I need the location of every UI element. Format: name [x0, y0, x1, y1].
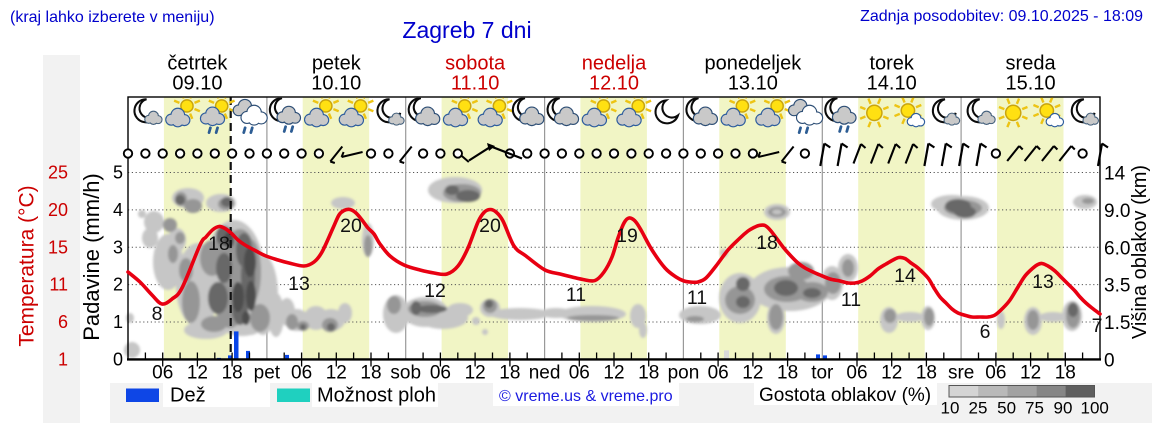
svg-text:13.10: 13.10	[728, 73, 778, 95]
svg-text:sreda: sreda	[1006, 53, 1057, 75]
svg-text:25: 25	[969, 399, 988, 418]
svg-text:20: 20	[48, 200, 68, 220]
svg-text:50: 50	[997, 399, 1016, 418]
svg-text:5: 5	[113, 163, 123, 183]
svg-text:18: 18	[208, 233, 230, 255]
svg-text:90: 90	[1054, 399, 1073, 418]
svg-text:(kraj lahko izberete v meniju): (kraj lahko izberete v meniju)	[10, 9, 215, 26]
svg-text:10.10: 10.10	[311, 73, 361, 95]
svg-text:06: 06	[430, 363, 451, 384]
svg-text:0: 0	[113, 349, 123, 369]
svg-text:75: 75	[1025, 399, 1044, 418]
svg-text:Dež: Dež	[170, 385, 206, 407]
svg-text:Zagreb 7 dni: Zagreb 7 dni	[402, 17, 531, 43]
svg-text:0: 0	[1104, 350, 1115, 371]
svg-text:20: 20	[479, 215, 501, 237]
svg-text:1: 1	[58, 349, 68, 369]
svg-text:sobota: sobota	[445, 53, 506, 75]
svg-text:petek: petek	[312, 53, 362, 75]
svg-text:Možnost ploh: Možnost ploh	[317, 385, 436, 407]
svg-text:12: 12	[603, 363, 624, 384]
svg-text:12: 12	[424, 280, 446, 302]
svg-text:12.10: 12.10	[589, 73, 639, 95]
svg-text:11: 11	[841, 289, 861, 311]
svg-text:11: 11	[49, 275, 68, 295]
svg-text:Padavine (mm/h): Padavine (mm/h)	[79, 173, 104, 341]
svg-text:15: 15	[48, 237, 68, 257]
svg-text:06: 06	[291, 363, 312, 384]
svg-text:ponedeljek: ponedeljek	[704, 53, 802, 75]
svg-text:9.0: 9.0	[1104, 201, 1130, 222]
svg-text:18: 18	[499, 363, 520, 384]
svg-text:2: 2	[113, 275, 123, 295]
svg-text:6: 6	[58, 312, 68, 332]
svg-text:25: 25	[48, 163, 68, 183]
svg-text:ned: ned	[529, 363, 561, 384]
svg-text:20: 20	[340, 215, 362, 237]
svg-text:pon: pon	[668, 363, 700, 384]
svg-text:06: 06	[152, 363, 173, 384]
svg-text:pet: pet	[254, 363, 281, 384]
svg-text:12: 12	[326, 363, 347, 384]
svg-text:7: 7	[1092, 315, 1103, 337]
svg-text:18: 18	[916, 363, 937, 384]
svg-text:Zadnja posodobitev: 09.10.2025: Zadnja posodobitev: 09.10.2025 - 18:09	[860, 8, 1143, 25]
svg-text:12: 12	[465, 363, 486, 384]
svg-text:06: 06	[569, 363, 590, 384]
svg-text:11.10: 11.10	[451, 73, 500, 95]
svg-text:100: 100	[1081, 399, 1109, 418]
svg-text:18: 18	[777, 363, 798, 384]
svg-text:četrtek: četrtek	[167, 53, 228, 75]
svg-text:09.10: 09.10	[172, 73, 222, 95]
svg-text:18: 18	[1055, 363, 1076, 384]
svg-text:13: 13	[1032, 271, 1054, 293]
svg-text:12: 12	[881, 363, 902, 384]
svg-text:10: 10	[941, 399, 960, 418]
svg-text:Temperatura (°C): Temperatura (°C)	[16, 185, 39, 346]
svg-text:1.5: 1.5	[1104, 313, 1130, 334]
svg-text:sre: sre	[948, 363, 974, 384]
svg-text:© vreme.us & vreme.pro: © vreme.us & vreme.pro	[499, 388, 673, 405]
svg-text:14.10: 14.10	[867, 73, 917, 95]
svg-text:8: 8	[152, 303, 163, 325]
svg-text:Višina oblakov (km): Višina oblakov (km)	[1129, 165, 1151, 339]
svg-text:13: 13	[288, 273, 310, 295]
svg-text:18: 18	[360, 363, 381, 384]
svg-text:06: 06	[708, 363, 729, 384]
svg-text:1: 1	[113, 312, 123, 332]
svg-text:11: 11	[687, 287, 707, 309]
svg-text:18: 18	[638, 363, 659, 384]
svg-text:14: 14	[894, 265, 916, 287]
svg-text:19: 19	[616, 225, 638, 247]
svg-text:15.10: 15.10	[1006, 73, 1056, 95]
svg-text:3: 3	[113, 237, 123, 257]
svg-text:nedelja: nedelja	[582, 53, 647, 75]
svg-text:18: 18	[756, 232, 778, 254]
svg-text:6: 6	[980, 321, 991, 343]
svg-text:11: 11	[566, 284, 586, 306]
svg-text:Gostota oblakov (%): Gostota oblakov (%)	[759, 385, 931, 406]
svg-text:06: 06	[985, 363, 1006, 384]
svg-text:tor: tor	[811, 363, 834, 384]
svg-text:06: 06	[846, 363, 867, 384]
svg-text:12: 12	[1020, 363, 1041, 384]
svg-text:12: 12	[742, 363, 763, 384]
svg-text:18: 18	[222, 363, 243, 384]
svg-text:6.0: 6.0	[1104, 238, 1130, 259]
svg-text:14: 14	[1104, 164, 1126, 185]
svg-text:4: 4	[113, 200, 123, 220]
svg-text:3.5: 3.5	[1104, 276, 1130, 297]
svg-text:12: 12	[187, 363, 208, 384]
svg-text:sob: sob	[390, 363, 421, 384]
svg-text:torek: torek	[869, 53, 914, 75]
